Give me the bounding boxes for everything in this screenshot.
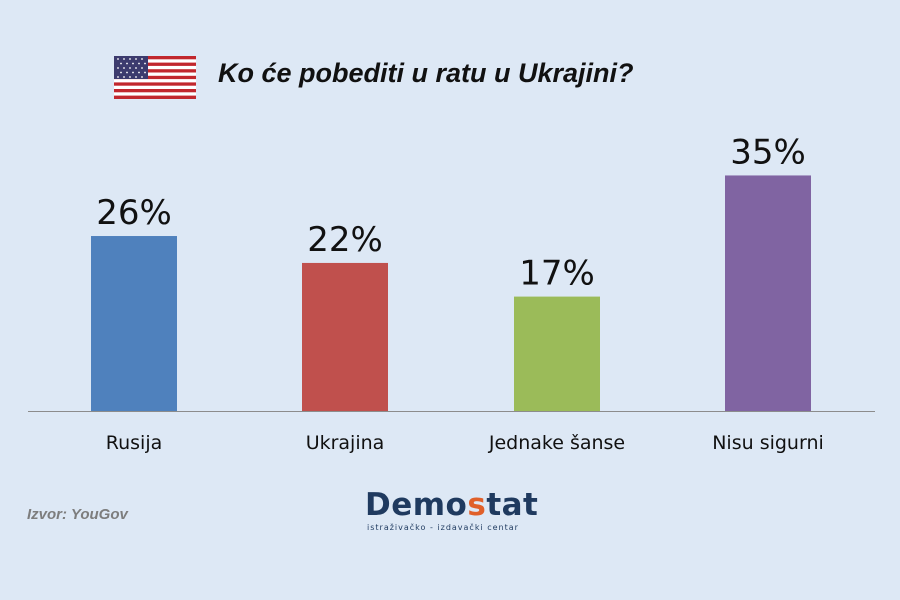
category-label: Jednake šanse [488,432,625,454]
logo-subtitle: istraživačko - izdavački centar [367,523,519,532]
source-label: Izvor: YouGov [27,506,128,523]
us-flag-icon [114,56,196,99]
bar-4 [725,175,811,411]
bar-3 [514,296,600,411]
chart-title: Ko će pobediti u ratu u Ukrajini? [218,58,634,88]
bar-value-label: 35% [730,132,806,172]
category-label: Ukrajina [306,432,385,454]
logo-text-end: tat [486,487,539,523]
logo-text-main: Demo [365,487,468,523]
logo-text-accent: s [467,487,487,523]
bar-value-label: 26% [96,193,172,233]
demostat-logo: Demostat istraživačko - izdavački centar [365,487,539,532]
bar-value-label: 22% [307,220,383,260]
bar-value-label: 17% [519,254,595,294]
category-label: Nisu sigurni [712,432,824,454]
bar-1 [91,236,177,411]
category-label: Rusija [106,432,163,454]
bar-2 [302,262,388,411]
